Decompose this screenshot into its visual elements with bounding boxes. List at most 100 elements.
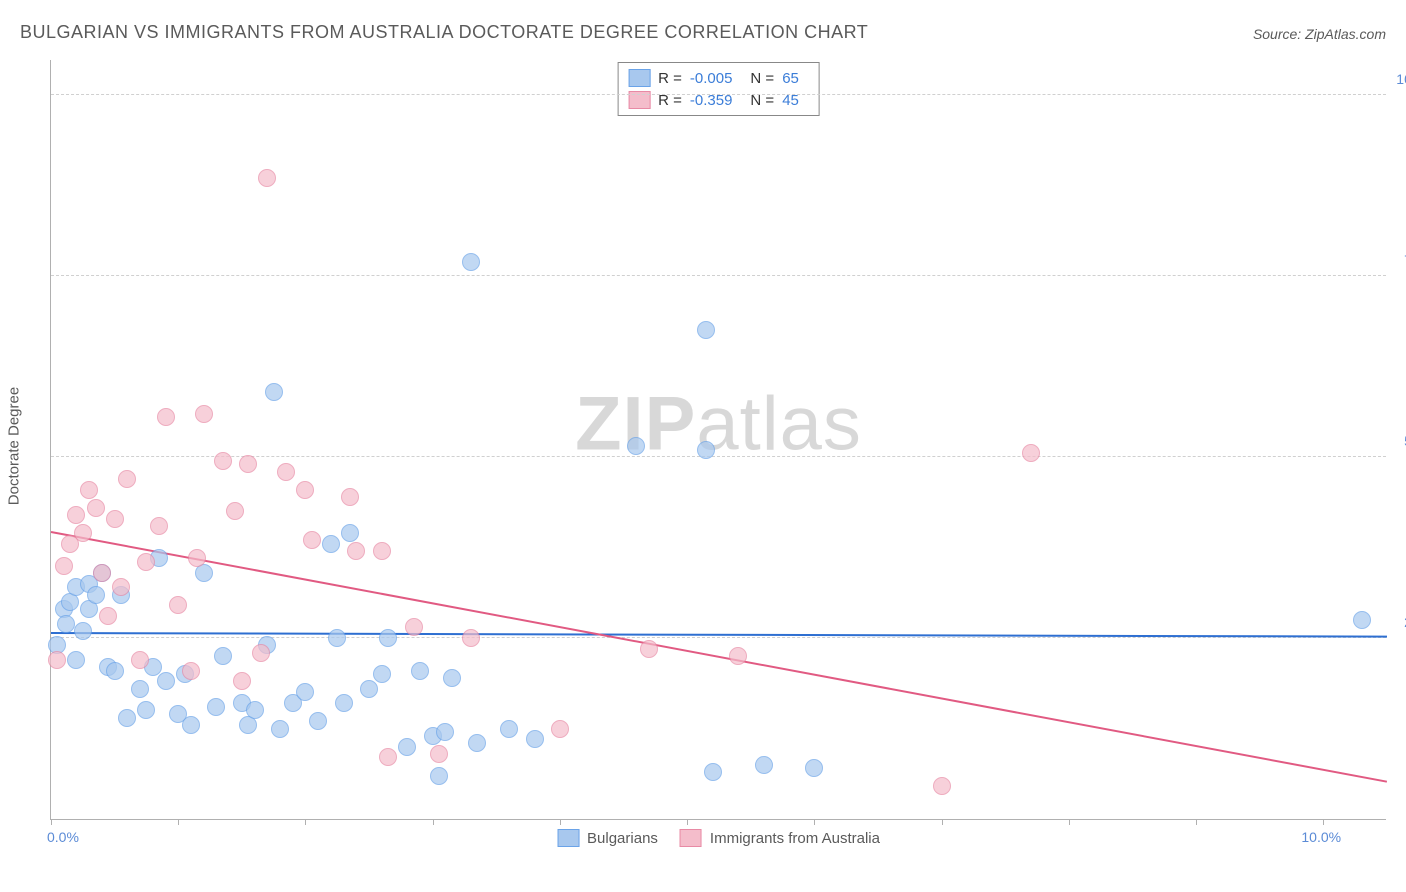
- legend-label: Immigrants from Australia: [710, 830, 880, 847]
- scatter-point: [112, 578, 130, 596]
- scatter-point: [805, 759, 823, 777]
- correlation-stats-box: R =-0.005N =65R =-0.359N =45: [617, 62, 820, 116]
- chart-container: BULGARIAN VS IMMIGRANTS FROM AUSTRALIA D…: [0, 0, 1406, 892]
- y-tick-label: 7.5%: [1391, 252, 1406, 268]
- scatter-point: [379, 748, 397, 766]
- x-tick: [1196, 819, 1197, 825]
- x-tick: [560, 819, 561, 825]
- scatter-point: [347, 542, 365, 560]
- x-tick: [433, 819, 434, 825]
- scatter-point: [99, 607, 117, 625]
- scatter-point: [551, 720, 569, 738]
- legend-item: Bulgarians: [557, 829, 658, 847]
- gridline: [51, 275, 1386, 276]
- scatter-point: [182, 716, 200, 734]
- scatter-point: [335, 694, 353, 712]
- scatter-point: [468, 734, 486, 752]
- scatter-point: [157, 672, 175, 690]
- legend-label: Bulgarians: [587, 830, 658, 847]
- scatter-point: [87, 586, 105, 604]
- scatter-point: [106, 510, 124, 528]
- scatter-point: [87, 499, 105, 517]
- x-tick-label: 0.0%: [47, 829, 79, 845]
- scatter-point: [411, 662, 429, 680]
- scatter-point: [57, 615, 75, 633]
- source-credit: Source: ZipAtlas.com: [1253, 26, 1386, 42]
- scatter-point: [360, 680, 378, 698]
- scatter-point: [48, 651, 66, 669]
- scatter-point: [405, 618, 423, 636]
- scatter-point: [296, 683, 314, 701]
- scatter-point: [80, 481, 98, 499]
- scatter-point: [252, 644, 270, 662]
- scatter-point: [157, 408, 175, 426]
- scatter-point: [137, 553, 155, 571]
- scatter-point: [67, 651, 85, 669]
- scatter-point: [246, 701, 264, 719]
- scatter-point: [430, 767, 448, 785]
- scatter-point: [462, 253, 480, 271]
- scatter-point: [150, 517, 168, 535]
- scatter-point: [430, 745, 448, 763]
- scatter-point: [182, 662, 200, 680]
- gridline: [51, 94, 1386, 95]
- chart-title: BULGARIAN VS IMMIGRANTS FROM AUSTRALIA D…: [20, 22, 868, 43]
- scatter-point: [131, 680, 149, 698]
- gridline: [51, 637, 1386, 638]
- scatter-point: [309, 712, 327, 730]
- scatter-point: [526, 730, 544, 748]
- scatter-point: [258, 169, 276, 187]
- scatter-point: [755, 756, 773, 774]
- x-tick: [1323, 819, 1324, 825]
- scatter-point: [277, 463, 295, 481]
- scatter-point: [118, 709, 136, 727]
- scatter-point: [436, 723, 454, 741]
- scatter-point: [398, 738, 416, 756]
- scatter-point: [462, 629, 480, 647]
- scatter-point: [697, 321, 715, 339]
- scatter-point: [303, 531, 321, 549]
- scatter-point: [118, 470, 136, 488]
- scatter-point: [328, 629, 346, 647]
- scatter-point: [697, 441, 715, 459]
- scatter-point: [239, 455, 257, 473]
- scatter-point: [373, 665, 391, 683]
- scatter-point: [640, 640, 658, 658]
- series-swatch: [628, 69, 650, 87]
- plot-area: ZIPatlas R =-0.005N =65R =-0.359N =45 Bu…: [50, 60, 1386, 820]
- n-label: N =: [750, 70, 774, 87]
- scatter-point: [341, 488, 359, 506]
- x-tick: [51, 819, 52, 825]
- scatter-point: [296, 481, 314, 499]
- scatter-point: [1022, 444, 1040, 462]
- x-tick: [942, 819, 943, 825]
- legend-swatch: [557, 829, 579, 847]
- x-tick: [305, 819, 306, 825]
- y-tick-label: 5.0%: [1391, 433, 1406, 449]
- scatter-point: [74, 622, 92, 640]
- watermark: ZIPatlas: [575, 381, 862, 468]
- scatter-point: [379, 629, 397, 647]
- stats-row: R =-0.359N =45: [628, 89, 809, 111]
- scatter-point: [188, 549, 206, 567]
- scatter-point: [233, 672, 251, 690]
- scatter-point: [55, 557, 73, 575]
- x-tick: [1069, 819, 1070, 825]
- x-tick: [687, 819, 688, 825]
- y-tick-label: 2.5%: [1391, 614, 1406, 630]
- scatter-point: [627, 437, 645, 455]
- scatter-point: [265, 383, 283, 401]
- scatter-point: [214, 452, 232, 470]
- y-tick-label: 10.0%: [1391, 71, 1406, 87]
- legend-item: Immigrants from Australia: [680, 829, 880, 847]
- scatter-point: [933, 777, 951, 795]
- scatter-point: [226, 502, 244, 520]
- scatter-point: [373, 542, 391, 560]
- r-label: R =: [658, 70, 682, 87]
- scatter-point: [106, 662, 124, 680]
- x-tick-label: 10.0%: [1301, 829, 1341, 845]
- scatter-point: [137, 701, 155, 719]
- legend: Bulgarians Immigrants from Australia: [557, 829, 880, 847]
- scatter-point: [93, 564, 111, 582]
- scatter-point: [214, 647, 232, 665]
